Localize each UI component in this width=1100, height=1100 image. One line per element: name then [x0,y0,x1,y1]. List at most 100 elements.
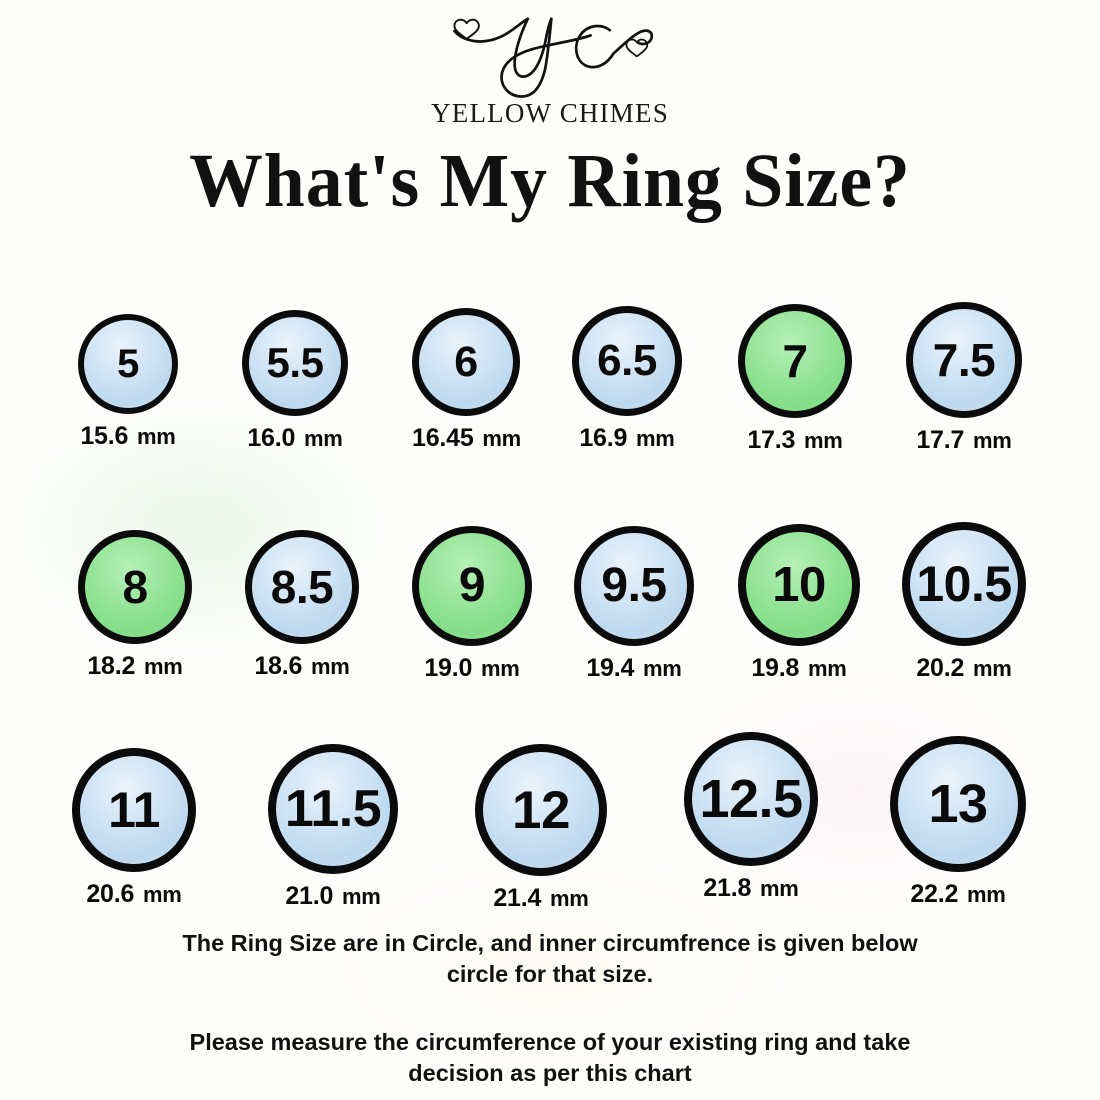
ring-size-cell-11.5[interactable]: 11.5 21.0 mm [268,744,398,911]
ring-size-cell-10.5[interactable]: 10.5 20.2 mm [902,522,1026,683]
ring-size-number: 12.5 [699,769,803,829]
note-measure-instruction: Please measure the circumference of your… [0,1027,1100,1090]
ring-circumference-value: 15.6 [80,422,129,450]
ring-size-cell-5.5[interactable]: 5.5 16.0 mm [242,310,348,453]
ring-size-cell-8.5[interactable]: 8.5 18.6 mm [245,530,359,681]
ring-circumference-label-8: 18.2 mm [78,652,192,681]
ring-circumference-label-5.5: 16.0 mm [242,424,348,453]
ring-circumference-value: 19.8 [751,654,800,682]
ring-circle-11[interactable]: 11 [72,748,196,872]
ring-size-number: 11.5 [284,780,382,838]
ring-circle-9.5[interactable]: 9.5 [574,526,694,646]
ring-size-cell-6[interactable]: 6 16.45 mm [412,308,522,453]
ring-size-number: 13 [928,774,988,834]
ring-size-number: 9.5 [601,559,667,612]
ring-circle-5.5[interactable]: 5.5 [242,310,348,416]
ring-circle-9[interactable]: 9 [412,526,532,646]
ring-circumference-value: 19.0 [424,654,473,682]
ring-size-number: 8.5 [270,561,334,613]
ring-circle-7[interactable]: 7 [738,304,852,418]
ring-size-cell-12.5[interactable]: 12.5 21.8 mm [684,732,818,903]
note-ring-size-explanation: The Ring Size are in Circle, and inner c… [0,928,1100,991]
ring-circumference-value: 16.0 [247,424,296,452]
ring-circumference-label-7.5: 17.7 mm [906,426,1022,455]
ring-size-number: 7 [782,335,808,387]
ring-size-cell-5[interactable]: 5 15.6 mm [78,314,178,451]
ring-size-cell-11[interactable]: 11 20.6 mm [72,748,196,909]
ring-circle-5[interactable]: 5 [78,314,178,414]
ring-circumference-value: 20.6 [86,880,135,908]
ring-circumference-value: 21.0 [285,882,334,910]
ring-circumference-label-10: 19.8 mm [738,654,860,683]
ring-circumference-value: 22.2 [910,880,959,908]
ring-circle-6[interactable]: 6 [412,308,520,416]
ring-circumference-unit: mm [972,428,1012,453]
ring-circumference-label-6.5: 16.9 mm [572,424,682,453]
note-1-line-1: The Ring Size are in Circle, and inner c… [182,930,918,956]
ring-circle-10.5[interactable]: 10.5 [902,522,1026,646]
ring-size-number: 7.5 [932,334,996,386]
ring-circumference-unit: mm [642,656,682,681]
yc-monogram-logo-icon [452,17,653,98]
ring-size-number: 6 [454,337,478,386]
ring-size-number: 6.5 [597,336,657,385]
ring-circumference-label-9: 19.0 mm [412,654,532,683]
ring-row-3: 11 20.6 mm 11.5 21.0 mm 12 21.4 mm 12.5 21.8 mm… [0,726,1100,926]
ring-circumference-unit: mm [310,654,350,679]
ring-size-cell-7[interactable]: 7 17.3 mm [738,304,852,455]
ring-size-number: 8 [122,561,148,613]
ring-size-cell-9[interactable]: 9 19.0 mm [412,526,532,683]
ring-circle-12.5[interactable]: 12.5 [684,732,818,866]
ring-circle-6.5[interactable]: 6.5 [572,306,682,416]
ring-circumference-label-10.5: 20.2 mm [902,654,1026,683]
ring-circumference-value: 16.45 [412,424,474,452]
ring-circle-10[interactable]: 10 [738,524,860,646]
ring-size-number: 10.5 [916,556,1012,612]
ring-circle-7.5[interactable]: 7.5 [906,302,1022,418]
ring-circumference-label-11.5: 21.0 mm [268,882,398,911]
ring-circle-11.5[interactable]: 11.5 [268,744,398,874]
ring-row-1: 5 15.6 mm 5.5 16.0 mm 6 16.45 mm 6.5 16.9 mm 7 17… [0,288,1100,508]
ring-circumference-unit: mm [966,882,1006,907]
ring-circumference-value: 21.8 [703,874,752,902]
ring-circumference-unit: mm [803,428,843,453]
ring-circumference-label-11: 20.6 mm [72,880,196,909]
ring-circumference-value: 20.2 [916,654,965,682]
ring-circle-13[interactable]: 13 [890,736,1026,872]
ring-size-cell-9.5[interactable]: 9.5 19.4 mm [574,526,694,683]
ring-circumference-label-5: 15.6 mm [78,422,178,451]
ring-circumference-unit: mm [807,656,847,681]
ring-circumference-label-8.5: 18.6 mm [245,652,359,681]
ring-circumference-label-6: 16.45 mm [412,424,522,453]
ring-circumference-unit: mm [549,886,589,911]
note-1-line-2: circle for that size. [446,961,654,988]
ring-size-cell-10[interactable]: 10 19.8 mm [738,524,860,683]
ring-circumference-unit: mm [759,876,799,901]
ring-circumference-unit: mm [480,656,520,681]
ring-circumference-unit: mm [303,426,343,451]
ring-circumference-label-13: 22.2 mm [890,880,1026,909]
ring-circumference-unit: mm [142,882,182,907]
ring-size-cell-6.5[interactable]: 6.5 16.9 mm [572,306,682,453]
ring-size-number: 10 [772,557,826,612]
ring-circumference-unit: mm [341,884,381,909]
ring-circumference-unit: mm [482,426,522,451]
ring-circumference-label-12.5: 21.8 mm [684,874,818,903]
ring-size-number: 11 [108,782,160,838]
ring-size-cell-12[interactable]: 12 21.4 mm [475,744,607,913]
note-2-line-2: decision as per this chart [408,1060,692,1087]
ring-size-number: 9 [458,559,486,612]
ring-circumference-value: 21.4 [493,884,542,912]
ring-size-number: 12 [512,780,570,840]
ring-circumference-value: 16.9 [579,424,628,452]
ring-circumference-value: 17.3 [747,426,796,454]
ring-circle-12[interactable]: 12 [475,744,607,876]
ring-circumference-value: 19.4 [586,654,635,682]
ring-size-grid: 5 15.6 mm 5.5 16.0 mm 6 16.45 mm 6.5 16.9 mm 7 17… [0,288,1100,926]
ring-size-cell-13[interactable]: 13 22.2 mm [890,736,1026,909]
ring-circle-8.5[interactable]: 8.5 [245,530,359,644]
ring-size-cell-7.5[interactable]: 7.5 17.7 mm [906,302,1022,455]
ring-size-cell-8[interactable]: 8 18.2 mm [78,530,192,681]
brand-header: YELLOW CHIMES [0,0,1100,129]
ring-circle-8[interactable]: 8 [78,530,192,644]
